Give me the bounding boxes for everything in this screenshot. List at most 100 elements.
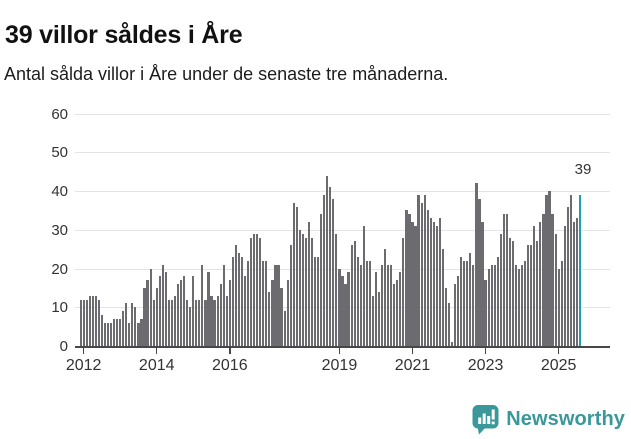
chart-bar [119,318,122,346]
y-axis-label-0: 0 [59,338,68,355]
chart-bar [155,287,158,346]
chart-bar [125,303,128,346]
chart-bar [271,280,274,346]
chart-bar [289,245,292,346]
chart-bar [359,264,362,346]
y-axis-label-20: 20 [51,260,68,278]
x-axis-label-2021: 2021 [394,357,431,374]
chart-bar [356,256,359,346]
x-axis-line [75,346,610,348]
chart-bar [259,237,262,346]
chart-bar [301,233,304,346]
chart-bar-highlight [578,194,582,346]
chart-bar [478,198,481,346]
chart-bar [195,299,198,346]
chart-bar [167,299,170,346]
chart-bar [575,218,579,346]
chart-bar [97,299,100,346]
chart-bar [122,311,125,346]
chart-bar [277,264,280,346]
chart-bar [463,260,466,346]
gridline-40 [75,191,610,192]
chart-bar [429,218,432,346]
chart-bar [499,233,502,346]
chart-bar [417,194,420,346]
chart-bar [432,222,435,346]
chart-bar [408,214,411,346]
chart-bar [365,260,368,346]
chart-bar [198,299,201,346]
chart-bar [237,253,241,346]
chart-bar [569,194,572,346]
chart-bar [560,260,563,346]
chart-bar [88,295,91,346]
chart-bar [371,295,374,346]
chart-bar [192,276,195,346]
chart-bar [508,237,512,346]
x-axis-tick-2014 [155,348,158,354]
chart-bar [447,303,451,346]
chart-bar [100,315,103,346]
y-axis-label-50: 50 [51,144,68,162]
x-axis-label-2014: 2014 [138,357,175,374]
chart-bar [475,183,478,346]
chart-bar [213,299,216,346]
chart-bar [298,229,301,346]
chart-bar [368,260,371,346]
chart-bar [323,194,326,346]
chart-bar [79,299,82,346]
chart-bar [146,280,149,346]
chart-bar [396,280,399,346]
chart-bar [82,299,85,346]
chart-bar [469,253,472,346]
chart-bar [335,233,338,346]
chart-bar [542,214,545,346]
chart-bar [524,260,527,346]
chart-bar [292,202,295,346]
chart-bar [286,280,289,346]
chart-bar [390,264,393,346]
chart-bar [256,233,259,346]
chart-bar [240,256,244,346]
chart-bar [143,287,146,346]
chart-bar [517,268,521,346]
x-axis-tick-2025 [557,348,560,354]
chart-bar [149,268,152,346]
x-axis-label-2023: 2023 [467,357,504,374]
x-axis-label-2012: 2012 [65,357,102,374]
chart-bar [387,264,390,346]
chart-bar [216,295,219,346]
chart-bar [179,280,183,346]
chart-bar [140,318,143,346]
chart-bar [539,222,542,346]
chart-bar [536,241,539,346]
chart-bar [137,322,140,346]
newsworthy-logo-icon [472,404,499,435]
chart-bar [170,299,174,346]
chart-bar [161,264,164,346]
chart-bar [189,307,192,346]
chart-bar [201,264,204,346]
chart-bar [393,284,396,346]
chart-bar [551,214,554,346]
chart-bar [234,245,237,346]
chart-bar [131,303,134,346]
x-axis-tick-2021 [411,348,414,354]
chart-bar [411,222,414,346]
chart-bar [521,264,524,346]
highlight-value-label: 39 [574,161,592,178]
chart-bar [377,291,381,346]
chart-bar [533,225,536,346]
chart-bar [554,233,557,346]
chart-bar [374,272,378,346]
chart-bar [350,245,353,346]
chart-bar [450,342,454,346]
chart-bar [514,264,518,346]
chart-bar [210,295,213,346]
chart-bar [530,245,533,346]
chart-bar [243,276,247,346]
chart-bar [527,245,530,346]
chart-bar [329,187,332,346]
chart-bar [572,222,575,346]
